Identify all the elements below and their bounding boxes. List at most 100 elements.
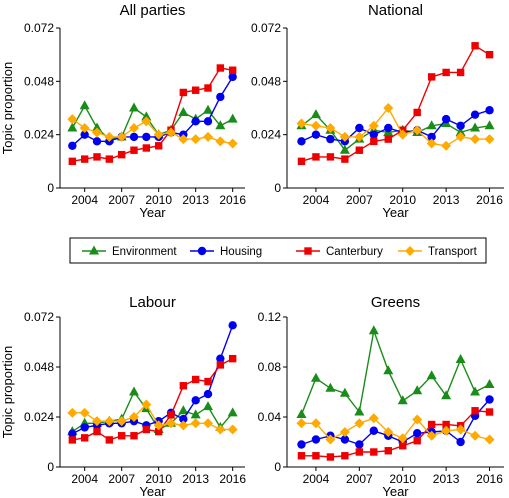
x-tick-label: 2010 bbox=[389, 193, 416, 207]
series-environment bbox=[296, 325, 495, 418]
data-point bbox=[427, 420, 436, 429]
panel-all-parties: All parties 0 0.024 0.048 0.072 2004 2007 2010 2… bbox=[0, 2, 246, 220]
data-point bbox=[105, 436, 114, 444]
data-point bbox=[80, 434, 89, 442]
data-point bbox=[68, 141, 77, 150]
data-point bbox=[370, 448, 378, 456]
legend-item-environment: Environment bbox=[82, 245, 177, 258]
data-point bbox=[204, 84, 212, 92]
data-point bbox=[397, 395, 408, 405]
x-axis-label: Year bbox=[139, 484, 166, 498]
data-point bbox=[312, 452, 320, 460]
data-point bbox=[484, 134, 495, 145]
data-point bbox=[310, 120, 321, 131]
data-point bbox=[228, 321, 237, 330]
data-point bbox=[339, 131, 350, 142]
data-point bbox=[485, 50, 494, 59]
y-tick-label: 0 bbox=[47, 460, 54, 474]
data-point bbox=[412, 414, 423, 425]
data-point bbox=[179, 88, 188, 97]
data-point bbox=[310, 109, 321, 119]
data-point bbox=[215, 136, 226, 147]
data-point bbox=[92, 127, 102, 138]
x-tick-label: 2007 bbox=[346, 193, 373, 207]
data-point bbox=[484, 434, 495, 445]
panel-national: National 0 0.024 0.048 0.072 2004 2007 2010 2013… bbox=[251, 2, 504, 220]
x-tick-label: 2013 bbox=[433, 193, 460, 207]
data-point bbox=[216, 354, 225, 363]
data-point bbox=[296, 118, 307, 129]
data-point bbox=[441, 425, 452, 436]
legend-label: Transport bbox=[428, 246, 478, 258]
x-tick-label: 2004 bbox=[71, 193, 98, 207]
data-point bbox=[141, 111, 152, 121]
data-point bbox=[204, 377, 212, 386]
data-point bbox=[368, 413, 379, 424]
data-point bbox=[80, 155, 89, 163]
x-axis-label: Year bbox=[139, 205, 166, 220]
y-tick-label: 0.048 bbox=[24, 360, 54, 374]
data-point bbox=[79, 123, 90, 133]
data-point bbox=[215, 424, 226, 435]
data-point bbox=[297, 157, 306, 166]
data-point bbox=[370, 137, 378, 146]
data-point bbox=[341, 155, 349, 163]
data-point bbox=[116, 416, 127, 427]
x-tick-label: 2004 bbox=[71, 472, 98, 486]
series-transport bbox=[296, 103, 495, 151]
data-point bbox=[104, 416, 115, 427]
data-point bbox=[455, 354, 466, 363]
legend-item-housing: Housing bbox=[190, 246, 262, 258]
x-tick-label: 2016 bbox=[219, 193, 246, 207]
data-point bbox=[355, 448, 364, 456]
data-point bbox=[442, 68, 450, 77]
data-point bbox=[104, 131, 115, 142]
data-point bbox=[384, 447, 392, 455]
data-point bbox=[154, 142, 163, 150]
y-tick-label: 0 bbox=[274, 181, 281, 195]
panel-labour: Labour 0 0.024 0.048 0.072 2004 2007 2010 2013 20… bbox=[0, 294, 246, 498]
data-point bbox=[339, 427, 350, 437]
x-tick-label: 2016 bbox=[476, 193, 503, 207]
data-point bbox=[427, 73, 436, 81]
data-point bbox=[297, 452, 306, 460]
data-point bbox=[191, 396, 200, 405]
data-point bbox=[354, 131, 365, 142]
data-point bbox=[413, 108, 421, 117]
y-tick-label: 0.024 bbox=[24, 128, 54, 142]
data-point bbox=[339, 144, 350, 154]
data-point bbox=[203, 117, 213, 126]
series-transport bbox=[67, 114, 238, 149]
series-transport bbox=[67, 399, 238, 435]
data-point bbox=[456, 68, 465, 77]
data-point bbox=[178, 405, 189, 415]
data-point bbox=[470, 134, 481, 145]
data-point bbox=[191, 86, 200, 94]
legend-item-transport: Transport bbox=[398, 246, 478, 258]
data-point bbox=[456, 437, 465, 447]
data-point bbox=[471, 407, 479, 415]
data-point bbox=[117, 432, 126, 440]
x-tick-label: 2004 bbox=[303, 472, 330, 486]
data-point bbox=[442, 420, 450, 429]
data-point bbox=[470, 122, 481, 132]
data-point bbox=[426, 120, 437, 130]
y-tick-label: 0 bbox=[274, 460, 281, 474]
series-transport bbox=[296, 413, 495, 445]
data-point bbox=[191, 375, 200, 384]
panel-title: National bbox=[368, 2, 423, 19]
legend-label: Canterbury bbox=[326, 246, 383, 258]
data-point bbox=[178, 134, 189, 145]
data-point bbox=[485, 395, 494, 404]
data-point bbox=[355, 123, 364, 133]
x-tick-label: 2016 bbox=[219, 472, 246, 486]
data-point bbox=[484, 379, 495, 388]
legend-marker bbox=[197, 246, 207, 256]
data-point bbox=[341, 452, 349, 460]
data-point bbox=[130, 432, 138, 440]
data-point bbox=[354, 418, 365, 429]
data-point bbox=[92, 416, 102, 427]
data-point bbox=[227, 138, 238, 149]
data-point bbox=[79, 407, 90, 418]
